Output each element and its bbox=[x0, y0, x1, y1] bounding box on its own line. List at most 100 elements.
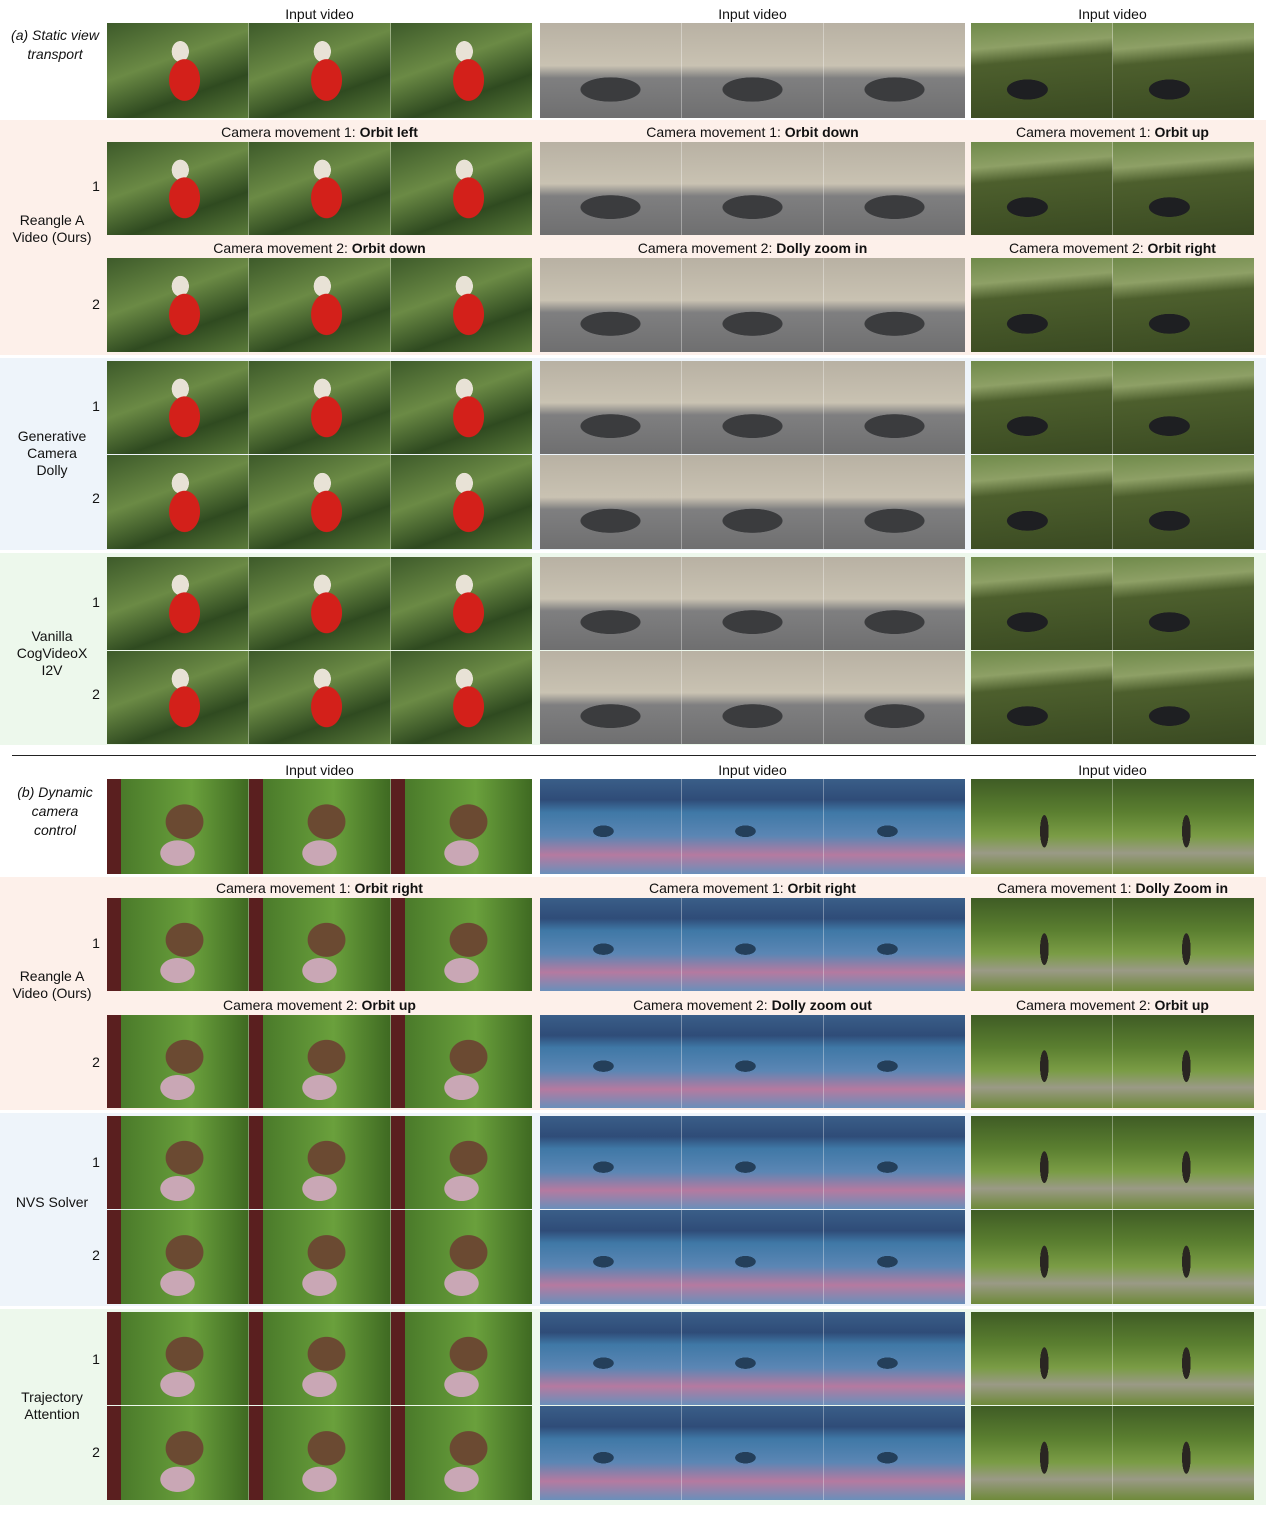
frame-strip-ours-b-1-2 bbox=[540, 898, 965, 991]
input-caption-b-3: Input video bbox=[1078, 762, 1147, 778]
video-frame bbox=[248, 1015, 390, 1108]
video-frame bbox=[107, 651, 248, 744]
frame-strip-traj-1-2 bbox=[540, 1312, 965, 1405]
section-a-label: (a) Static view transport bbox=[11, 27, 99, 62]
video-frame bbox=[681, 1015, 823, 1108]
video-frame bbox=[107, 1210, 248, 1304]
frame-strip-gcd-2-2 bbox=[540, 455, 965, 549]
video-frame bbox=[681, 361, 823, 454]
input-caption-a-2: Input video bbox=[718, 6, 787, 22]
frame-strip-traj-2-3 bbox=[971, 1406, 1254, 1500]
video-frame bbox=[681, 1210, 823, 1304]
video-frame bbox=[823, 361, 965, 454]
video-frame bbox=[823, 651, 965, 744]
frame-strip-ours-b-2-2 bbox=[540, 1015, 965, 1108]
video-frame bbox=[823, 898, 965, 991]
video-frame bbox=[971, 258, 1112, 352]
movement-caption-b-m2-3: Camera movement 2: Orbit up bbox=[1016, 997, 1209, 1013]
frame-strip-traj-1-1 bbox=[107, 1312, 532, 1405]
video-frame bbox=[681, 1406, 823, 1500]
video-frame bbox=[971, 1116, 1112, 1209]
movement-caption-b-m1-3: Camera movement 1: Dolly Zoom in bbox=[996, 880, 1229, 896]
video-frame bbox=[107, 779, 248, 874]
row-number: 1 bbox=[92, 594, 100, 610]
video-frame bbox=[540, 1312, 681, 1405]
video-frame bbox=[248, 142, 390, 235]
video-frame bbox=[681, 651, 823, 744]
frame-strip-nvs-1-3 bbox=[971, 1116, 1254, 1209]
row-number: 1 bbox=[92, 935, 100, 951]
row-number: 1 bbox=[92, 1351, 100, 1367]
video-frame bbox=[107, 1406, 248, 1500]
video-frame bbox=[1112, 1210, 1254, 1304]
video-frame bbox=[248, 258, 390, 352]
row-number: 2 bbox=[92, 1247, 100, 1263]
video-frame bbox=[107, 1312, 248, 1405]
method-label-ours-a: Reangle A Video (Ours) bbox=[12, 212, 92, 245]
video-frame bbox=[390, 1406, 532, 1500]
movement-caption-a-m2-2: Camera movement 2: Dolly zoom in bbox=[637, 240, 868, 256]
video-frame bbox=[390, 142, 532, 235]
video-frame bbox=[248, 455, 390, 549]
video-frame bbox=[248, 898, 390, 991]
video-frame bbox=[681, 455, 823, 549]
row-number: 2 bbox=[92, 1444, 100, 1460]
video-frame bbox=[540, 1116, 681, 1209]
method-label-ours-b: Reangle A Video (Ours) bbox=[12, 968, 92, 1001]
video-frame bbox=[681, 779, 823, 874]
video-frame bbox=[681, 1116, 823, 1209]
video-frame bbox=[823, 1406, 965, 1500]
video-frame bbox=[107, 23, 248, 118]
movement-caption-a-m1-3: Camera movement 1: Orbit up bbox=[1016, 124, 1209, 140]
frame-strip-nvs-2-3 bbox=[971, 1210, 1254, 1304]
section-b-label: (b) Dynamic camera control bbox=[17, 784, 93, 838]
video-frame bbox=[971, 361, 1112, 454]
row-number: 1 bbox=[92, 178, 100, 194]
video-frame bbox=[540, 1210, 681, 1304]
method-label-gcd: Generative Camera Dolly bbox=[17, 428, 87, 478]
frame-strip-nvs-1-1 bbox=[107, 1116, 532, 1209]
frame-strip-ours-b-1-1 bbox=[107, 898, 532, 991]
video-frame bbox=[107, 898, 248, 991]
video-frame bbox=[248, 557, 390, 650]
video-frame bbox=[107, 1116, 248, 1209]
video-frame bbox=[1112, 1406, 1254, 1500]
frame-strip-gcd-2-1 bbox=[107, 455, 532, 549]
frame-strip-cogvideox-1-3 bbox=[971, 557, 1254, 650]
video-frame bbox=[390, 898, 532, 991]
video-frame bbox=[248, 779, 390, 874]
video-frame bbox=[390, 258, 532, 352]
video-frame bbox=[540, 557, 681, 650]
video-frame bbox=[823, 258, 965, 352]
video-frame bbox=[540, 455, 681, 549]
method-label-trajectory-attention: Trajectory Attention bbox=[21, 1389, 83, 1422]
movement-caption-b-m1-1: Camera movement 1: Orbit right bbox=[216, 880, 423, 896]
video-frame bbox=[540, 142, 681, 235]
frame-strip-input-b-3 bbox=[971, 779, 1254, 874]
video-frame bbox=[248, 651, 390, 744]
video-frame bbox=[1112, 651, 1254, 744]
video-frame bbox=[1112, 1116, 1254, 1209]
video-frame bbox=[1112, 779, 1254, 874]
frame-strip-ours-a-2-3 bbox=[971, 258, 1254, 352]
video-frame bbox=[390, 23, 532, 118]
video-frame bbox=[107, 142, 248, 235]
frame-strip-ours-a-1-3 bbox=[971, 142, 1254, 235]
frame-strip-gcd-1-2 bbox=[540, 361, 965, 454]
input-caption-a-1: Input video bbox=[285, 6, 354, 22]
row-number: 2 bbox=[92, 686, 100, 702]
video-frame bbox=[823, 23, 965, 118]
video-frame bbox=[971, 1015, 1112, 1108]
frame-strip-input-a-3 bbox=[971, 23, 1254, 118]
frame-strip-input-a-1 bbox=[107, 23, 532, 118]
frame-strip-ours-b-1-3 bbox=[971, 898, 1254, 991]
video-frame bbox=[1112, 361, 1254, 454]
frame-strip-cogvideox-1-2 bbox=[540, 557, 965, 650]
frame-strip-gcd-2-3 bbox=[971, 455, 1254, 549]
frame-strip-nvs-2-2 bbox=[540, 1210, 965, 1304]
video-frame bbox=[1112, 455, 1254, 549]
frame-strip-input-a-2 bbox=[540, 23, 965, 118]
video-frame bbox=[823, 455, 965, 549]
input-caption-b-2: Input video bbox=[718, 762, 787, 778]
frame-strip-cogvideox-2-1 bbox=[107, 651, 532, 744]
